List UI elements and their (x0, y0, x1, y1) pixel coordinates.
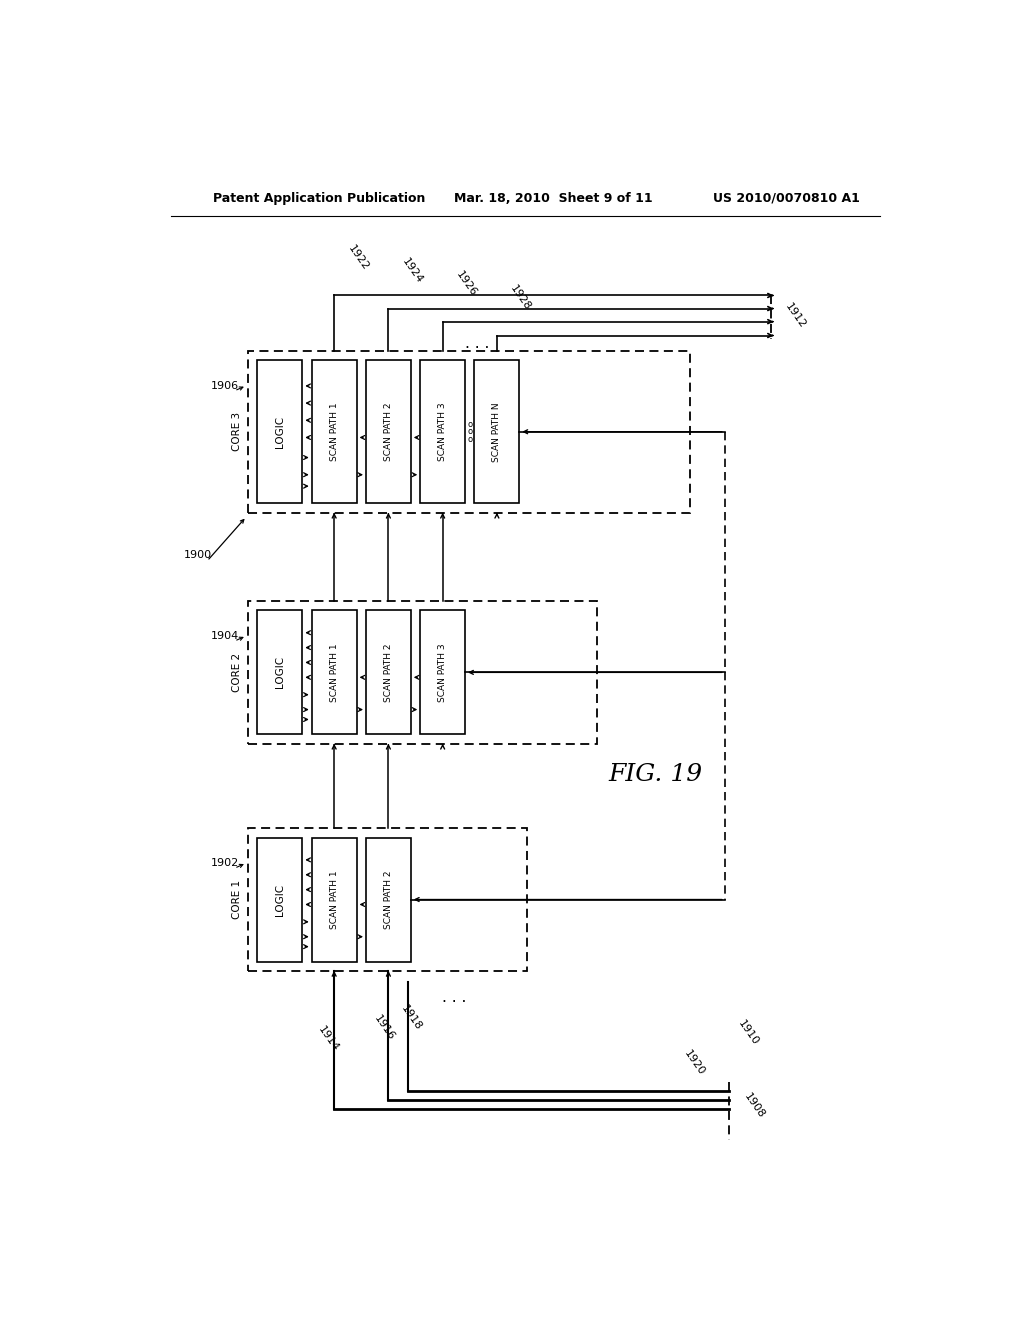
Text: CORE 3: CORE 3 (231, 412, 242, 451)
Text: SCAN PATH 1: SCAN PATH 1 (330, 403, 339, 461)
Text: 1926: 1926 (455, 269, 478, 298)
Bar (257, 610, 302, 734)
Text: o: o (467, 436, 472, 444)
Text: US 2010/0070810 A1: US 2010/0070810 A1 (713, 191, 860, 205)
Text: CORE 2: CORE 2 (231, 653, 242, 692)
Text: SCAN PATH 2: SCAN PATH 2 (384, 403, 393, 461)
Bar (257, 838, 302, 961)
Text: o: o (467, 420, 472, 429)
Bar (366, 360, 411, 503)
Text: SCAN PATH 3: SCAN PATH 3 (438, 403, 447, 461)
Text: . . .: . . . (465, 335, 489, 351)
Text: FIG. 19: FIG. 19 (608, 763, 702, 785)
Bar (474, 360, 519, 503)
Text: . . .: . . . (442, 990, 467, 1006)
Text: SCAN PATH 3: SCAN PATH 3 (438, 643, 447, 702)
Bar (248, 351, 690, 512)
Bar (366, 610, 411, 734)
Text: 1922: 1922 (346, 243, 371, 272)
Bar (311, 838, 356, 961)
Bar (248, 829, 527, 970)
Text: Patent Application Publication: Patent Application Publication (213, 191, 426, 205)
Text: CORE 1: CORE 1 (231, 880, 242, 919)
Bar (311, 610, 356, 734)
Text: LOGIC: LOGIC (274, 416, 285, 447)
Bar (420, 360, 465, 503)
Text: 1928: 1928 (509, 284, 532, 313)
Bar (257, 360, 302, 503)
Text: 1914: 1914 (315, 1024, 340, 1053)
Text: 1904: 1904 (211, 631, 239, 640)
Bar (366, 838, 411, 961)
Text: o: o (467, 428, 472, 436)
Text: SCAN PATH 2: SCAN PATH 2 (384, 643, 393, 702)
Text: 1924: 1924 (400, 256, 425, 285)
Text: SCAN PATH 2: SCAN PATH 2 (384, 870, 393, 929)
Text: 1916: 1916 (373, 1014, 396, 1041)
Text: 1912: 1912 (783, 301, 807, 330)
Bar (248, 601, 597, 743)
Text: 1900: 1900 (183, 550, 212, 560)
Text: 1920: 1920 (682, 1048, 707, 1077)
Text: 1910: 1910 (736, 1018, 761, 1047)
Text: 1906: 1906 (211, 380, 239, 391)
Text: LOGIC: LOGIC (274, 883, 285, 916)
Text: 1918: 1918 (399, 1003, 424, 1032)
Bar (311, 360, 356, 503)
Text: SCAN PATH N: SCAN PATH N (493, 401, 502, 462)
Text: 1902: 1902 (211, 858, 239, 869)
Bar (420, 610, 465, 734)
Text: SCAN PATH 1: SCAN PATH 1 (330, 643, 339, 702)
Text: Mar. 18, 2010  Sheet 9 of 11: Mar. 18, 2010 Sheet 9 of 11 (454, 191, 652, 205)
Text: 1908: 1908 (741, 1092, 766, 1119)
Text: SCAN PATH 1: SCAN PATH 1 (330, 870, 339, 929)
Text: LOGIC: LOGIC (274, 656, 285, 689)
